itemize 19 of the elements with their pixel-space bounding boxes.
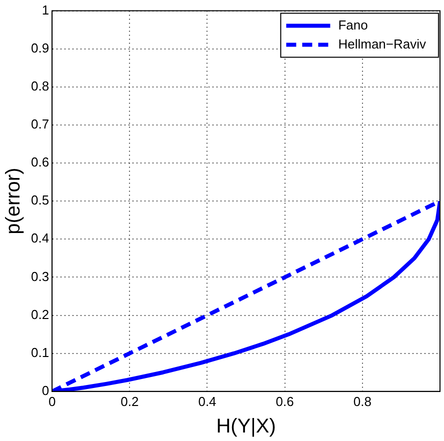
y-tick-label: 1 — [42, 2, 50, 18]
x-tick-label: 0.4 — [198, 394, 216, 409]
x-tick-label: 0.8 — [353, 394, 372, 409]
x-tick-label: 0.2 — [120, 394, 139, 409]
y-tick-label: 0.4 — [30, 230, 50, 246]
y-tick-label: 0.5 — [30, 192, 50, 208]
y-tick-label: 0 — [42, 382, 50, 398]
y-tick-label: 0.3 — [30, 268, 50, 284]
x-tick-label: 0.6 — [276, 394, 294, 409]
y-axis-title: p(error) — [2, 168, 25, 234]
y-tick-label: 0.9 — [30, 40, 50, 56]
y-tick-label: 0.7 — [30, 116, 50, 132]
x-axis-title: H(Y|X) — [216, 416, 276, 438]
legend-label: Hellman−Raviv — [338, 36, 426, 52]
y-tick-label: 0.6 — [30, 154, 50, 170]
y-tick-label: 0.1 — [30, 344, 50, 360]
y-tick-label: 0.2 — [30, 306, 50, 322]
legend-label: Fano — [338, 17, 368, 32]
y-tick-label: 0.8 — [30, 78, 50, 94]
